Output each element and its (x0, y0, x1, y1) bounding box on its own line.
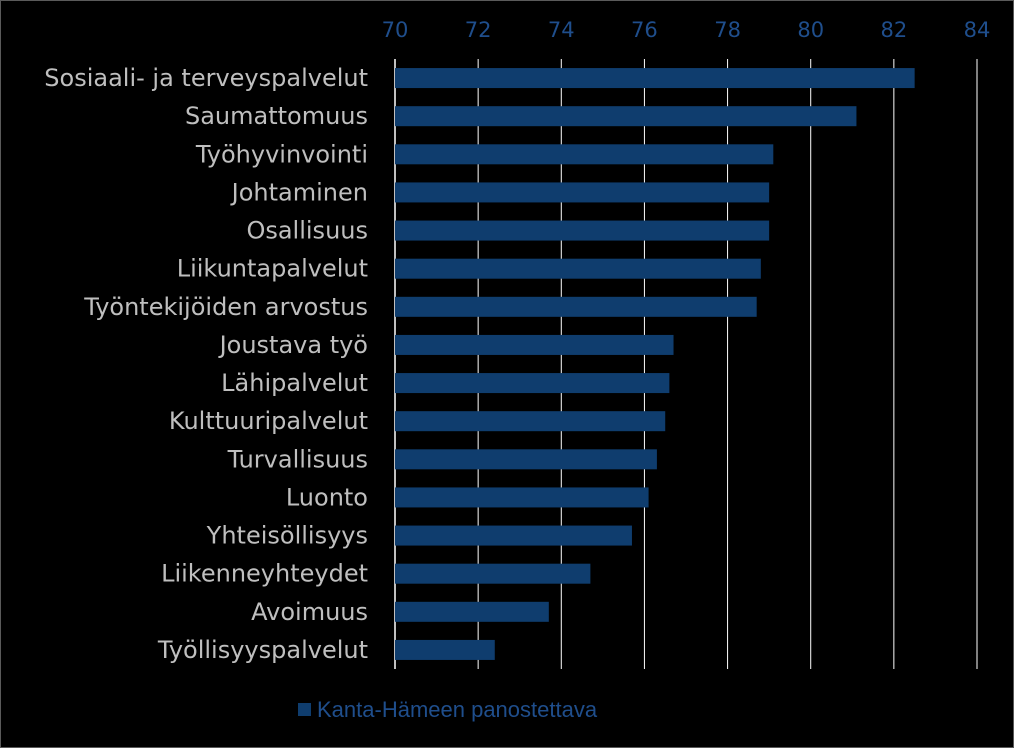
x-tick-label: 78 (714, 18, 741, 42)
category-label: Työhyvinvointi (195, 140, 368, 168)
category-label: Osallisuus (246, 217, 368, 245)
category-label: Työntekijöiden arvostus (83, 293, 368, 321)
category-label: Yhteisöllisyys (206, 522, 368, 550)
category-label: Turvallisuus (227, 445, 368, 473)
bar (395, 68, 915, 89)
bar (395, 106, 857, 127)
category-label: Johtaminen (230, 178, 368, 206)
bar (395, 563, 591, 584)
legend-label: Kanta-Hämeen panostettava (317, 697, 598, 722)
x-tick-labels: 70 72 74 76 78 80 82 84 (382, 18, 991, 42)
bar (395, 449, 657, 470)
x-tick-label: 80 (797, 18, 824, 42)
bar (395, 601, 549, 622)
bar (395, 296, 757, 317)
x-tick-label: 84 (964, 18, 991, 42)
bar (395, 182, 770, 203)
bar (395, 144, 774, 165)
category-label: Lähipalvelut (221, 369, 368, 397)
bar (395, 487, 649, 508)
legend-swatch (298, 703, 311, 716)
bars (395, 68, 915, 660)
category-label: Liikenneyhteydet (161, 560, 368, 588)
bar (395, 220, 770, 241)
bar (395, 373, 670, 394)
category-label: Joustava työ (218, 331, 368, 359)
bar (395, 411, 666, 432)
legend: Kanta-Hämeen panostettava (298, 697, 598, 722)
category-label: Avoimuus (251, 598, 368, 626)
category-label: Kulttuuripalvelut (169, 407, 368, 435)
x-tick-label: 70 (382, 18, 409, 42)
category-label: Saumattomuus (185, 102, 368, 130)
x-tick-label: 76 (631, 18, 658, 42)
category-labels: Sosiaali- ja terveyspalvelut Saumattomuus… (44, 64, 368, 664)
category-label: Työllisyyspalvelut (157, 636, 368, 664)
category-label: Luonto (286, 483, 368, 511)
bar (395, 525, 632, 546)
x-tick-label: 82 (880, 18, 907, 42)
bar (395, 334, 674, 355)
category-label: Sosiaali- ja terveyspalvelut (44, 64, 368, 92)
category-label: Liikuntapalvelut (177, 255, 368, 283)
x-tick-label: 72 (465, 18, 492, 42)
bar (395, 639, 495, 660)
bar (395, 258, 761, 279)
x-tick-label: 74 (548, 18, 575, 42)
